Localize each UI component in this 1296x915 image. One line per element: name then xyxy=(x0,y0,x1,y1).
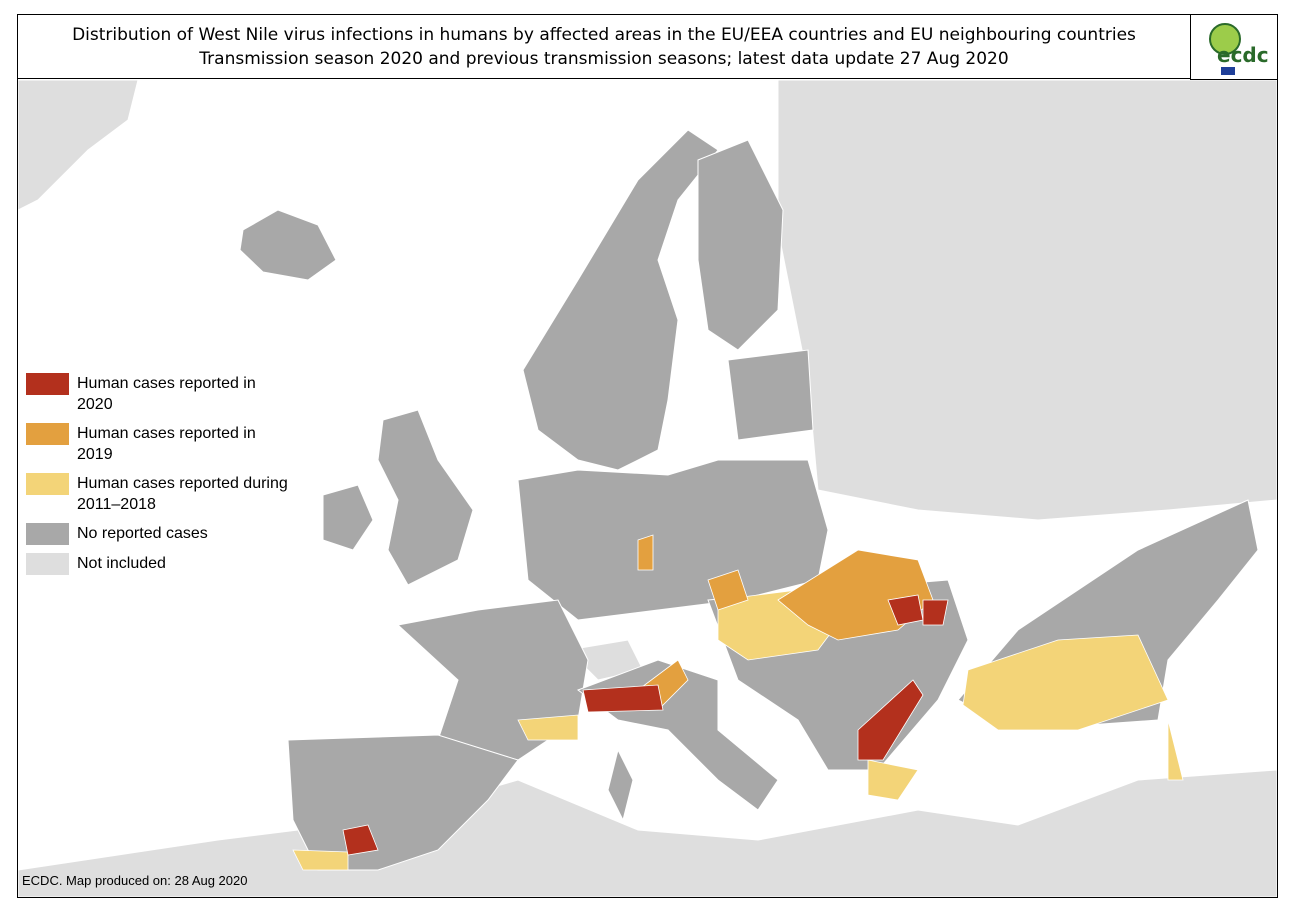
orange-areas xyxy=(637,534,934,711)
legend-item: Human cases reported during 2011–2018 xyxy=(26,473,292,515)
legend-swatch xyxy=(26,473,69,495)
red-areas xyxy=(342,594,949,856)
legend: Human cases reported in 2020 Human cases … xyxy=(26,373,292,583)
legend-label: Human cases reported in 2020 xyxy=(77,375,256,413)
yellow-areas xyxy=(292,589,1184,871)
no-reported-land xyxy=(239,129,1259,871)
legend-item: No reported cases xyxy=(26,523,292,545)
legend-label: Not included xyxy=(77,555,166,572)
map-frame: Distribution of West Nile virus infectio… xyxy=(17,14,1278,898)
logo: ecdc xyxy=(1190,15,1278,80)
logo-text: ecdc xyxy=(1217,43,1269,67)
legend-label: No reported cases xyxy=(77,525,208,542)
legend-swatch xyxy=(26,523,69,545)
title: Distribution of West Nile virus infectio… xyxy=(72,25,1136,45)
legend-swatch xyxy=(26,373,69,395)
subtitle: Transmission season 2020 and previous tr… xyxy=(199,49,1009,69)
legend-swatch xyxy=(26,553,69,575)
map xyxy=(18,80,1277,897)
legend-item: Human cases reported in 2020 xyxy=(26,373,292,415)
legend-label: Human cases reported in 2019 xyxy=(77,425,256,463)
header: Distribution of West Nile virus infectio… xyxy=(18,15,1190,79)
legend-swatch xyxy=(26,423,69,445)
legend-item: Human cases reported in 2019 xyxy=(26,423,292,465)
logo-globe xyxy=(1209,23,1241,75)
footer-note: ECDC. Map produced on: 28 Aug 2020 xyxy=(22,873,248,888)
legend-label: Human cases reported during 2011–2018 xyxy=(77,475,288,513)
legend-item: Not included xyxy=(26,553,292,575)
